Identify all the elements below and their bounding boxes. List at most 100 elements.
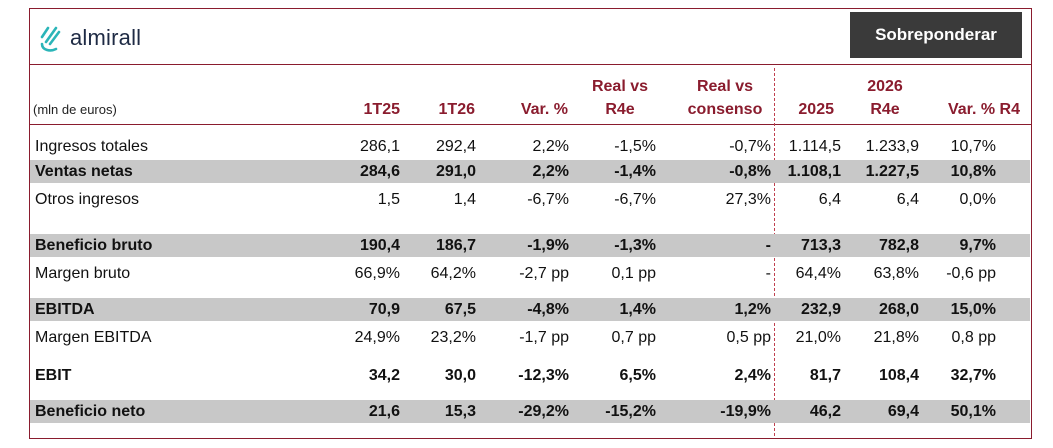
row-label: Ventas netas <box>35 163 133 180</box>
col-header-real-vs-consenso-line1: Real vs <box>696 78 754 95</box>
table-cell: 24,9% <box>354 329 400 346</box>
table-row-ebitda: EBITDA 70,9 67,5 -4,8% 1,4% 1,2% 232,9 268,0 15,… <box>30 298 1030 321</box>
table-cell: 27,3% <box>725 191 771 208</box>
table-cell: 64,4% <box>795 265 841 282</box>
table-cell: 6,4 <box>896 191 919 208</box>
col-header-2026-r4e: 2026 R4e <box>850 75 920 121</box>
table-cell: 0,1 pp <box>611 265 656 282</box>
table-cell: 291,0 <box>435 163 476 180</box>
table-cell: 1,4% <box>619 301 656 318</box>
table-cell: -0,7% <box>729 138 771 155</box>
table-cell: 9,7% <box>959 237 996 254</box>
table-cell: 2,2% <box>532 138 569 155</box>
table-cell: 108,4 <box>878 367 919 384</box>
table-bottom-rule <box>29 438 1031 439</box>
col-header-2026-r4e-line2: R4e <box>870 101 900 118</box>
table-cell: -1,9% <box>527 237 569 254</box>
table-cell: 292,4 <box>435 138 476 155</box>
rating-badge: Sobreponderar <box>850 12 1022 58</box>
table-cell: 21,6 <box>368 403 400 420</box>
table-cell: 782,8 <box>878 237 919 254</box>
almirall-logo-icon <box>40 26 61 52</box>
col-header-real-vs-r4e-line1: Real vs <box>591 78 649 95</box>
table-header-rule <box>29 124 1031 125</box>
table-cell: 0,8 pp <box>951 329 996 346</box>
table-cell: 30,0 <box>444 367 476 384</box>
table-row-beneficio-bruto: Beneficio bruto 190,4 186,7 -1,9% -1,3% - 713,… <box>30 234 1030 257</box>
col-header-var-r4: Var. % R4 <box>947 101 1020 118</box>
table-cell: -0,6 pp <box>946 265 996 282</box>
table-cell: 34,2 <box>368 367 400 384</box>
table-cell: - <box>765 237 771 254</box>
table-cell: 2,2% <box>532 163 569 180</box>
table-cell: - <box>765 265 771 282</box>
col-header-2026-r4e-line1: 2026 <box>867 78 903 95</box>
table-row-ebit: EBIT 34,2 30,0 -12,3% 6,5% 2,4% 81,7 108,4 32,7% <box>30 364 1030 387</box>
table-cell: 21,8% <box>873 329 919 346</box>
table-cell: 284,6 <box>359 163 400 180</box>
col-header-real-vs-r4e: Real vs R4e <box>575 75 665 121</box>
table-cell: 1,5 <box>377 191 400 208</box>
table-cell: -1,3% <box>614 237 656 254</box>
table-cell: 50,1% <box>950 403 996 420</box>
table-cell: 1.233,9 <box>865 138 919 155</box>
table-cell: 1,4 <box>453 191 476 208</box>
table-cell: 0,5 pp <box>726 329 771 346</box>
table-cell: 15,3 <box>444 403 476 420</box>
table-cell: 67,5 <box>444 301 476 318</box>
table-cell: -4,8% <box>527 301 569 318</box>
row-label: Beneficio neto <box>35 403 146 420</box>
table-cell: -19,9% <box>720 403 771 420</box>
table-cell: 0,0% <box>959 191 996 208</box>
row-label: Margen EBITDA <box>35 329 152 346</box>
table-cell: 1,2% <box>734 301 771 318</box>
table-cell: 23,2% <box>430 329 476 346</box>
table-cell: 69,4 <box>887 403 919 420</box>
table-cell: 286,1 <box>359 138 400 155</box>
table-cell: 6,5% <box>619 367 656 384</box>
col-header-real-vs-consenso: Real vs consenso <box>675 75 775 121</box>
row-label: Margen bruto <box>35 265 131 282</box>
table-cell: 190,4 <box>359 237 400 254</box>
table-cell: 64,2% <box>430 265 476 282</box>
table-cell: -12,3% <box>518 367 569 384</box>
table-cell: 46,2 <box>809 403 841 420</box>
row-label: EBIT <box>35 367 72 384</box>
table-cell: 232,9 <box>800 301 841 318</box>
row-label: Ingresos totales <box>35 138 148 155</box>
table-cell: 1.227,5 <box>865 163 919 180</box>
col-header-1t26: 1T26 <box>438 101 475 118</box>
table-row-ventas-netas: Ventas netas 284,6 291,0 2,2% -1,4% -0,8% 1.10… <box>30 160 1030 183</box>
brand-name: almirall <box>70 25 142 50</box>
col-header-2025: 2025 <box>798 101 834 118</box>
table-cell: -6,7% <box>527 191 569 208</box>
table-row-ingresos-totales: Ingresos totales 286,1 292,4 2,2% -1,5% -0,7%… <box>30 135 1030 158</box>
col-header-real-vs-consenso-line2: consenso <box>687 101 763 118</box>
table-cell: 6,4 <box>818 191 841 208</box>
header-divider <box>29 64 1031 65</box>
table-cell: 81,7 <box>809 367 841 384</box>
table-cell: -0,8% <box>729 163 771 180</box>
table-cell: 10,8% <box>950 163 996 180</box>
row-label: Beneficio bruto <box>35 237 153 254</box>
units-label: (mln de euros) <box>33 102 117 117</box>
table-row-otros-ingresos: Otros ingresos 1,5 1,4 -6,7% -6,7% 27,3% 6,4 6,… <box>30 188 1030 211</box>
table-cell: -2,7 pp <box>519 265 569 282</box>
col-header-1t25: 1T25 <box>363 101 400 118</box>
table-cell: -1,7 pp <box>519 329 569 346</box>
row-label: EBITDA <box>35 301 95 318</box>
table-cell: 66,9% <box>354 265 400 282</box>
table-cell: 0,7 pp <box>611 329 656 346</box>
almirall-logo: almirall <box>38 22 141 54</box>
report-frame <box>29 8 1032 439</box>
table-cell: -6,7% <box>614 191 656 208</box>
table-cell: -1,5% <box>614 138 656 155</box>
table-cell: -15,2% <box>605 403 656 420</box>
table-cell: 713,3 <box>800 237 841 254</box>
table-cell: -29,2% <box>518 403 569 420</box>
table-cell: 1.114,5 <box>788 138 841 155</box>
table-cell: 1.108,1 <box>787 163 841 180</box>
table-cell: 268,0 <box>878 301 919 318</box>
table-cell: 15,0% <box>950 301 996 318</box>
table-cell: 2,4% <box>734 367 771 384</box>
